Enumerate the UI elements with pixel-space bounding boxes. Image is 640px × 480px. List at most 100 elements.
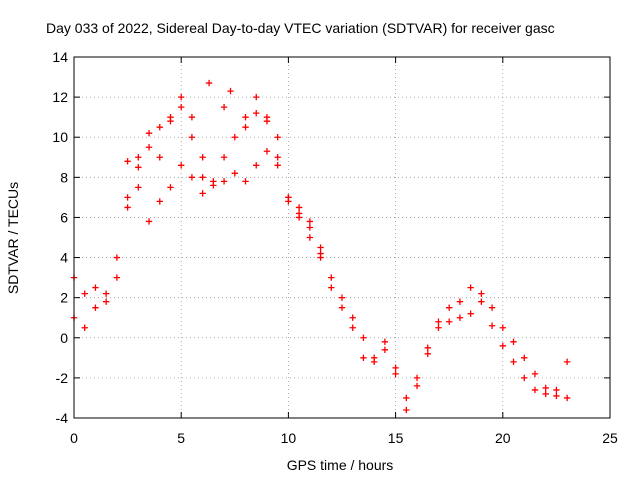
data-point [338,294,346,301]
data-point [263,117,271,125]
data-point [220,103,228,111]
data-point [478,290,485,297]
data-point [328,274,335,281]
data-point [220,154,228,161]
data-point [199,174,206,181]
data-point [510,338,517,345]
data-point [295,204,303,211]
data-point [295,210,303,217]
data-point [231,134,238,141]
data-point [563,394,571,402]
x-axis-title: GPS time / hours [287,457,394,473]
data-point [403,394,410,402]
data-point [178,103,185,111]
data-point [124,204,131,211]
y-tick-label: 6 [60,209,68,225]
data-point [156,154,163,161]
data-point [81,324,88,331]
data-point [102,290,110,297]
data-point [370,354,378,362]
data-point [178,162,185,169]
y-tick-label: 4 [60,250,68,266]
y-tick-label: -4 [56,410,69,426]
data-point [135,154,142,161]
series-track-a [70,93,571,402]
data-point [424,344,431,352]
data-point [446,318,453,325]
data-point [488,322,496,329]
data-point [274,134,281,141]
data-point [227,87,234,95]
data-point [338,304,346,311]
y-tick-label: 14 [52,49,68,65]
data-point [488,304,496,311]
data-point [102,298,110,305]
data-point [274,154,281,161]
data-point [317,244,324,251]
data-point [231,170,238,177]
x-tick-label: 5 [177,430,185,446]
series-track-c [124,79,324,251]
data-point [145,130,153,137]
data-point [328,284,335,291]
data-point [499,342,506,349]
data-points [70,79,571,414]
data-point [446,304,453,311]
x-tick-label: 20 [495,430,511,446]
data-point [188,113,196,121]
data-point [456,314,464,321]
data-point [563,358,571,366]
data-point [253,93,260,101]
data-point [542,384,549,392]
series-track-b [70,148,571,414]
data-point [285,194,292,201]
y-tick-label: 2 [60,290,68,306]
x-tick-label: 0 [70,430,78,446]
grid [74,57,610,418]
y-tick-label: 8 [60,169,68,185]
data-point [521,354,528,362]
data-point [542,390,549,398]
data-point [456,298,464,305]
data-point [156,198,163,205]
data-point [167,184,174,191]
data-point [274,162,281,169]
data-point [413,374,421,382]
plot-frame [73,56,611,419]
ticks [73,56,611,419]
data-point [521,374,528,382]
data-point [467,310,474,317]
data-point [510,358,517,366]
data-point [531,386,539,394]
data-point [145,218,153,225]
data-point [113,274,121,281]
data-point [178,93,185,101]
data-point [92,304,99,311]
data-point [381,346,389,354]
data-point [199,154,206,161]
x-tick-label: 15 [388,430,404,446]
data-point [349,314,356,321]
data-point [360,334,367,341]
y-tick-label: -2 [56,370,69,386]
x-tick-label: 25 [602,430,618,446]
data-point [242,178,249,185]
y-tick-label: 0 [60,330,68,346]
y-tick-label: 10 [52,129,68,145]
data-point [413,382,421,390]
data-point [253,109,260,117]
data-point [392,370,399,378]
data-point [306,224,314,231]
data-point [156,123,163,131]
data-point [381,338,389,345]
data-point [92,284,99,291]
data-point [210,178,217,185]
data-point [553,386,560,394]
x-tick-label: 10 [281,430,297,446]
chart-title: Day 033 of 2022, Sidereal Day-to-day VTE… [46,20,555,36]
data-point [145,144,153,151]
data-point [205,79,213,87]
data-point [220,178,228,185]
data-point [317,250,324,257]
